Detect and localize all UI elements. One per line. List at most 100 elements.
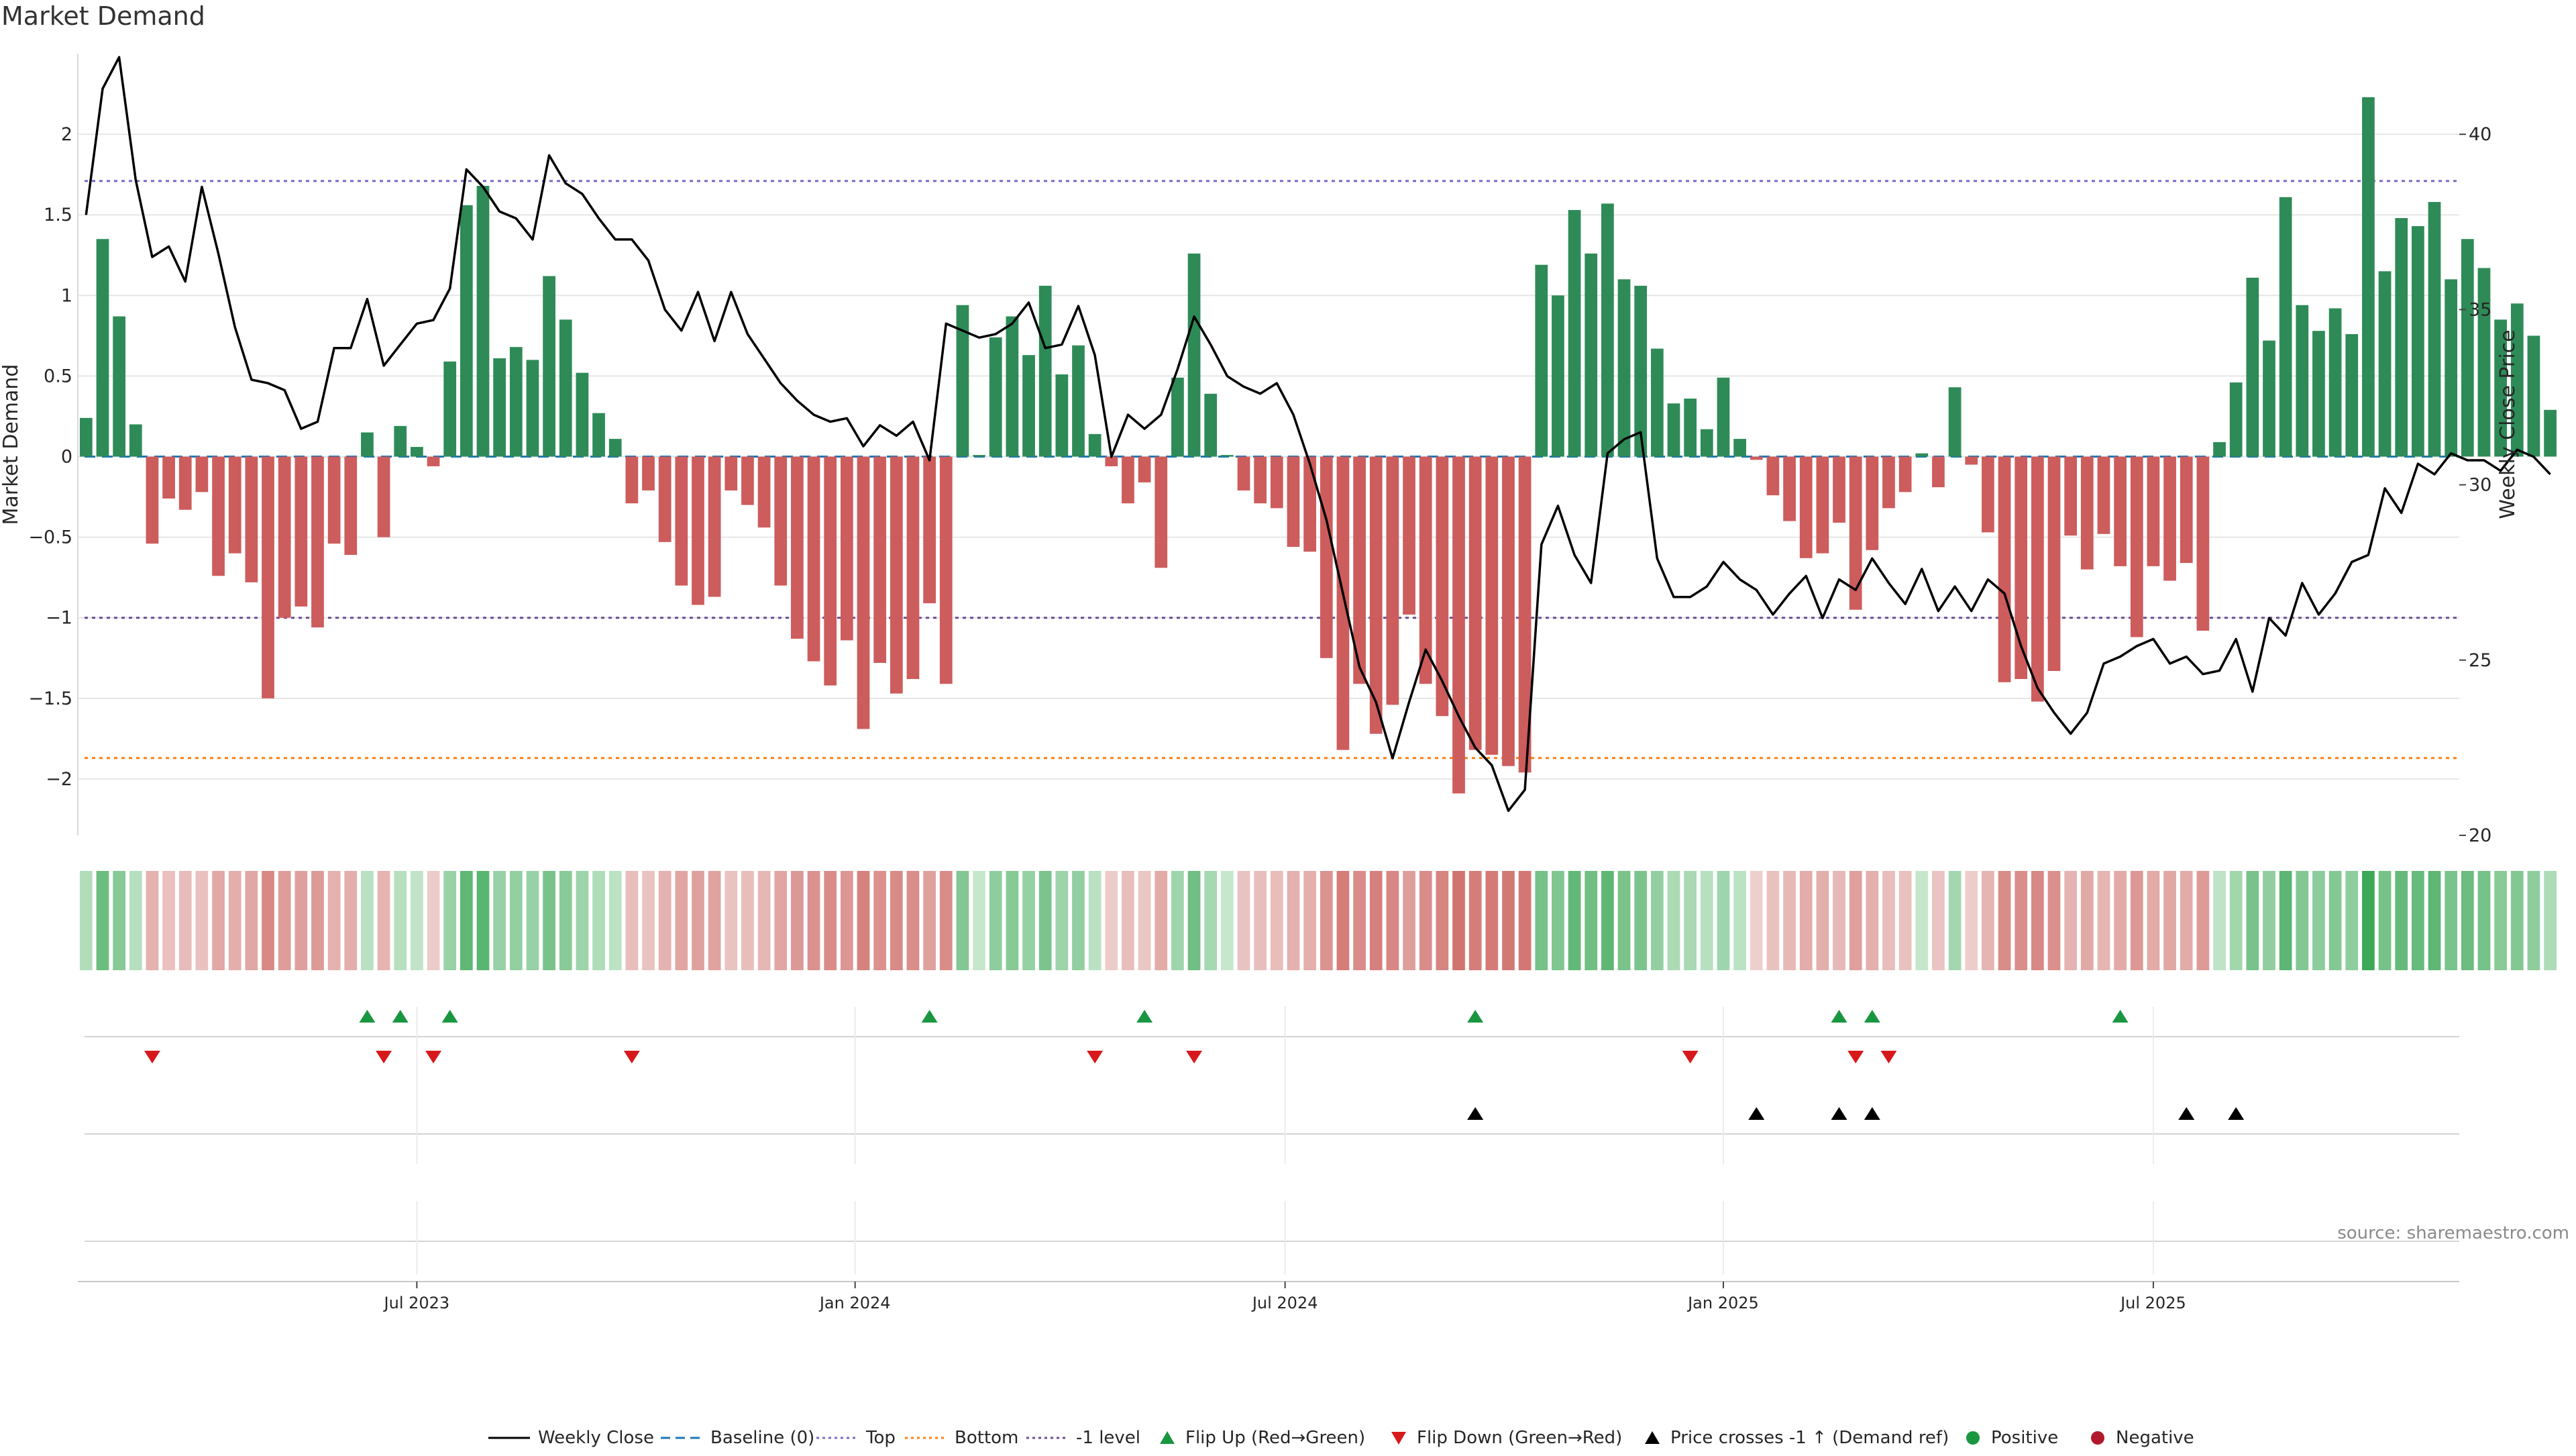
- y-tick-label-right: 20: [2469, 825, 2491, 846]
- demand-bar-positive: [361, 432, 374, 457]
- demand-bar-negative: [178, 456, 192, 510]
- demand-bar-positive: [1568, 210, 1581, 457]
- demand-bar-negative: [1502, 456, 1515, 766]
- heatstrip-cell: [675, 871, 688, 970]
- flip-up-marker: [359, 1010, 376, 1023]
- legend-swatch-circle: [1966, 1431, 1980, 1445]
- x-tick-label: Jan 2024: [818, 1294, 891, 1312]
- heatstrip-cell: [1617, 871, 1631, 970]
- legend-swatch: [488, 1437, 530, 1439]
- flip-up-marker: [2112, 1010, 2129, 1023]
- heatstrip-cell: [2345, 871, 2359, 970]
- heatstrip-cell: [178, 871, 192, 970]
- heatstrip-cell: [757, 871, 771, 970]
- heatstrip-cell: [1386, 871, 1399, 970]
- demand-bar-negative: [1303, 456, 1316, 552]
- y-axis-title-right: Weekly Close Price: [2496, 329, 2520, 519]
- heatstrip-cell: [443, 871, 457, 970]
- price-cross-marker: [1864, 1107, 1880, 1120]
- demand-bar-negative: [2196, 456, 2210, 631]
- heatstrip-cell: [2395, 871, 2408, 970]
- demand-bar-negative: [1485, 456, 1499, 755]
- heatstrip-cell: [1998, 871, 2011, 970]
- heatstrip-cell: [2428, 871, 2441, 970]
- heatstrip-cell: [1055, 871, 1069, 970]
- heatstrip-cell: [2147, 871, 2160, 970]
- heatstrip-cell: [2047, 871, 2061, 970]
- legend-swatch-triangle-up: [1645, 1431, 1660, 1444]
- heatstrip-cell: [195, 871, 209, 970]
- demand-bar-negative: [278, 456, 291, 618]
- demand-bar-negative: [1468, 456, 1482, 750]
- demand-bar-negative: [294, 456, 308, 607]
- heatstrip-cell: [1965, 871, 1978, 970]
- demand-bar-negative: [1436, 456, 1449, 717]
- heatstrip-cell: [1535, 871, 1548, 970]
- demand-bar-negative: [2180, 456, 2193, 564]
- heatstrip-cell: [692, 871, 704, 970]
- heatstrip-cell: [146, 871, 159, 970]
- legend-swatch: [661, 1437, 702, 1439]
- legend-item: -1 level: [1026, 1428, 1140, 1448]
- demand-bar-positive: [1733, 439, 1746, 457]
- demand-bar-negative: [146, 456, 159, 544]
- heatstrip-cell: [129, 871, 142, 970]
- demand-bar-positive: [2477, 268, 2491, 457]
- demand-bars: [79, 97, 2557, 794]
- flip-up-marker: [392, 1010, 409, 1023]
- heatstrip-cell: [1221, 871, 1234, 970]
- demand-bar-positive: [1038, 285, 1052, 457]
- heatstrip-cell: [559, 871, 572, 970]
- heatstrip-cell: [2494, 871, 2507, 970]
- heatstrip-cell: [262, 871, 274, 970]
- flip-down-marker: [1682, 1051, 1699, 1063]
- demand-bar-negative: [1898, 456, 1912, 492]
- demand-bar-positive: [1650, 348, 1664, 457]
- demand-bar-positive: [526, 360, 539, 457]
- heatstrip-cell: [1717, 871, 1730, 970]
- heatstrip-cell: [2527, 871, 2540, 970]
- demand-bar-positive: [956, 305, 969, 457]
- heatstrip-cell: [923, 871, 936, 970]
- heatstrip-cell: [1006, 871, 1019, 970]
- heatstrip-cell: [1072, 871, 1085, 970]
- heatstrip-cell: [1452, 871, 1465, 970]
- demand-heatstrip: [79, 871, 2557, 970]
- heatstrip-cell: [1750, 871, 1763, 970]
- heatstrip-cell: [1204, 871, 1218, 970]
- demand-bar-negative: [1287, 456, 1300, 548]
- heatstrip-cell: [1287, 871, 1300, 970]
- demand-bar-negative: [1369, 456, 1383, 734]
- y-tick-label-left: 0.5: [44, 366, 72, 386]
- heatstrip-cell: [2263, 871, 2275, 970]
- heatstrip-cell: [1187, 871, 1201, 970]
- demand-bar-negative: [2114, 456, 2127, 566]
- demand-bar-negative: [1452, 456, 1465, 794]
- y-tick-label-right: 30: [2469, 475, 2491, 496]
- heatstrip-cell: [1833, 871, 1845, 970]
- heatstrip-cell: [1948, 871, 1962, 970]
- demand-bar-negative: [212, 456, 225, 576]
- demand-bar-negative: [939, 456, 953, 684]
- heatstrip-cell: [344, 871, 358, 970]
- heatstrip-cell: [526, 871, 539, 970]
- demand-bar-positive: [1601, 203, 1614, 457]
- legend-item: Top: [816, 1428, 896, 1448]
- heatstrip-cell: [1849, 871, 1862, 970]
- heatstrip-cell: [2296, 871, 2309, 970]
- legend-swatch-circle: [2091, 1431, 2104, 1445]
- heatstrip-cell: [2196, 871, 2210, 970]
- weekly-close-polyline: [85, 56, 2551, 813]
- demand-bar-negative: [1982, 456, 1994, 533]
- heatstrip-cell: [956, 871, 969, 970]
- legend: Weekly Close Baseline (0) Top Bottom -1 leve…: [0, 1426, 2576, 1456]
- legend-swatch: [1391, 1432, 1406, 1445]
- demand-bar-positive: [1006, 316, 1019, 457]
- flip-down-marker: [425, 1051, 442, 1063]
- demand-bar-negative: [1403, 456, 1415, 615]
- heatstrip-cell: [245, 871, 258, 970]
- heatstrip-cell: [2378, 871, 2392, 970]
- heatstrip-cell: [476, 871, 490, 970]
- demand-bar-positive: [2279, 197, 2292, 457]
- demand-bar-positive: [1171, 377, 1184, 457]
